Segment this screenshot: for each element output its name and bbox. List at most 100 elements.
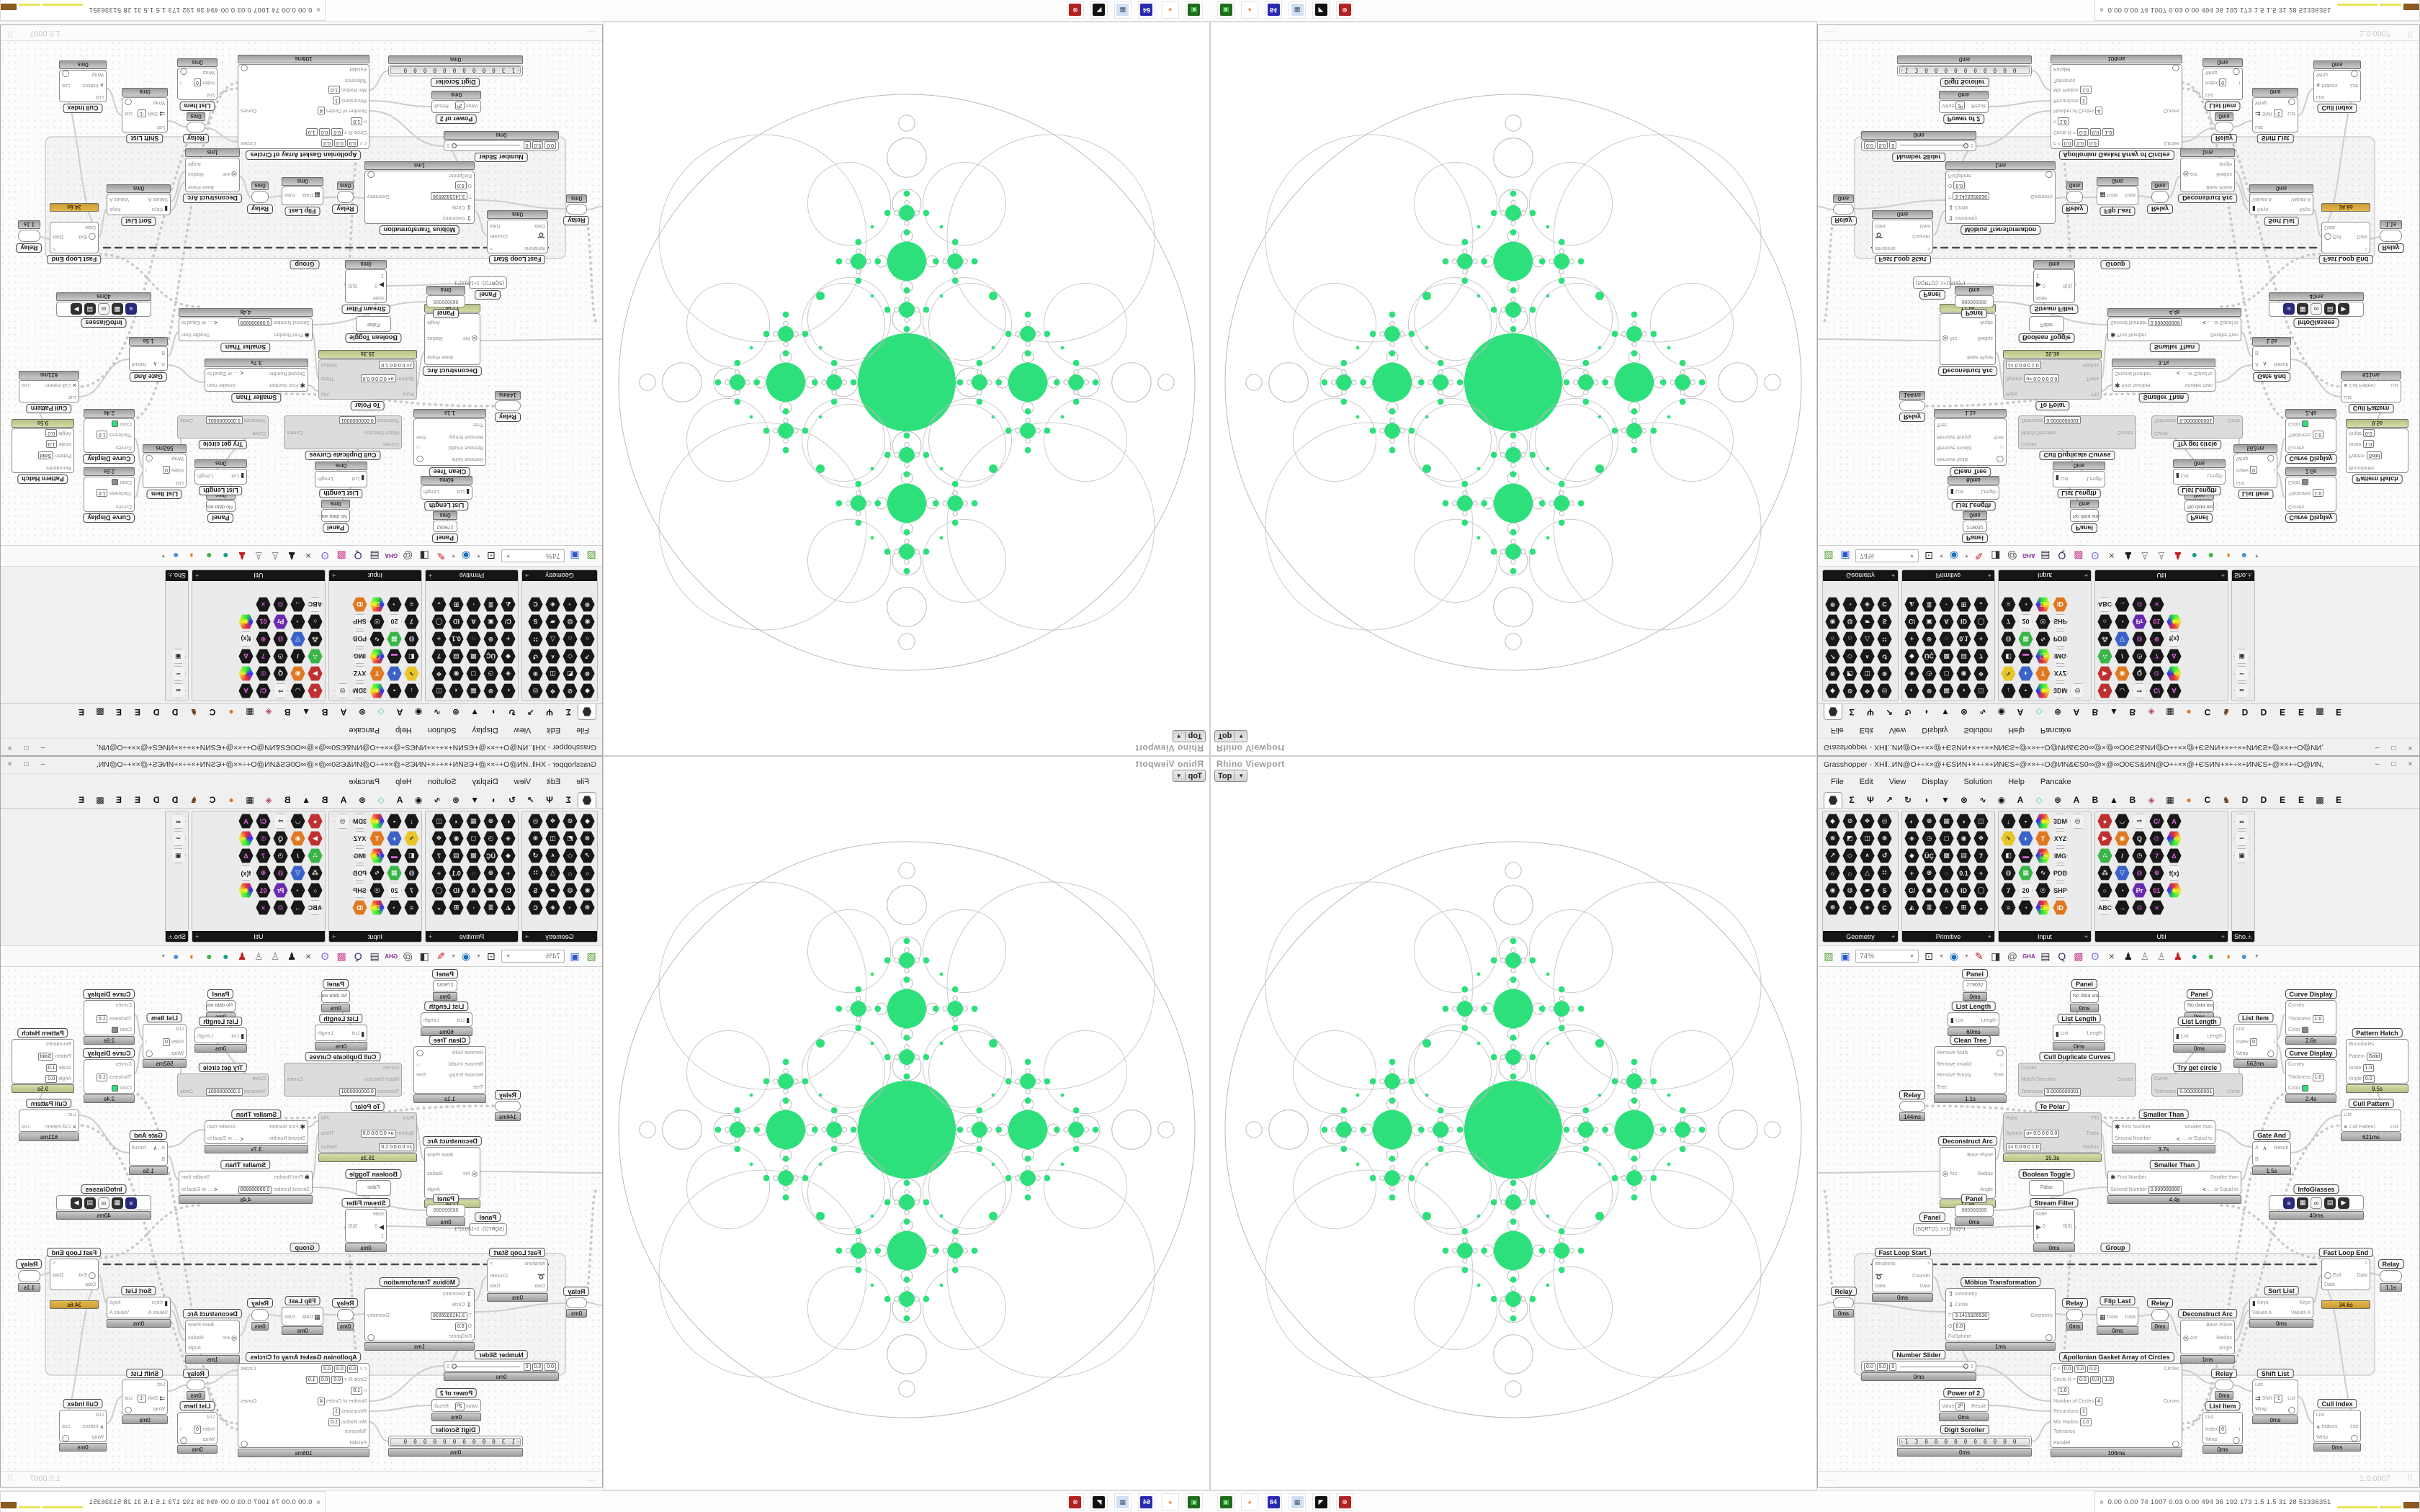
toolbar-icon[interactable]: ▨ — [1824, 550, 1834, 562]
component-icon[interactable] — [2069, 847, 2086, 864]
component-icon[interactable]: ◎ — [255, 830, 272, 847]
toolbar-icon[interactable]: GHA — [2022, 552, 2035, 559]
scroller-digits[interactable]: -1 3 0 0 0 0 0 0 0 0 0 0 — [1899, 66, 2030, 74]
gh-node[interactable]: No data wa… — [202, 1000, 236, 1012]
component-icon[interactable]: ⊕ — [2148, 631, 2165, 647]
component-icon[interactable]: ∷ — [527, 865, 544, 881]
component-icon[interactable]: 20 — [2017, 613, 2034, 630]
toolbar-icon[interactable]: ♙ — [2140, 950, 2150, 962]
gh-node[interactable]: ≡ ▦ ∞ ▤ ▶ — [2269, 1195, 2364, 1210]
component-icon[interactable]: ⊞ — [448, 596, 465, 613]
value-box[interactable]: 0 — [193, 78, 201, 87]
toolbar-icon[interactable]: ▩ — [336, 950, 346, 962]
chevron-up-icon[interactable]: » — [2097, 8, 2106, 12]
component-icon[interactable]: ◇ — [1842, 648, 1858, 665]
value-box[interactable]: 0.0 — [2076, 127, 2089, 136]
gh-node[interactable] — [2066, 1309, 2083, 1321]
ribbon-tab[interactable]: A — [2017, 795, 2024, 805]
gh-node[interactable]: No data wa… — [317, 509, 350, 522]
slider-value[interactable]: 0 — [1889, 1363, 1897, 1371]
component-icon[interactable]: ◫ — [1859, 665, 1876, 682]
component-icon[interactable]: + — [1904, 865, 1920, 881]
component-icon[interactable]: ◍ — [1842, 882, 1858, 899]
component-icon[interactable] — [2069, 613, 2086, 630]
component-icon[interactable]: Pr — [2131, 613, 2148, 630]
component-icon[interactable]: ◯ — [2035, 847, 2051, 864]
component-icon[interactable] — [220, 683, 237, 699]
component-icon[interactable]: ◔ — [386, 596, 403, 613]
toolbar-icon[interactable]: ʘ — [321, 550, 329, 562]
component-icon[interactable]: ⊛ — [579, 899, 596, 916]
value-box[interactable]: 4 — [318, 107, 325, 115]
gh-node[interactable]: (SQRT(2): 1+1/512)^1 — [1913, 1223, 1966, 1236]
toolbar-icon[interactable]: Q — [2058, 550, 2066, 562]
gh-node[interactable]: ▦ Data Data — [2097, 186, 2138, 205]
component-icon[interactable]: ▥ — [2035, 596, 2051, 613]
palette-expand-icon[interactable]: + — [195, 572, 200, 580]
toolbar-icon[interactable]: ♟ — [287, 950, 297, 962]
toolbar-icon[interactable]: × — [2108, 550, 2115, 562]
gh-node[interactable]: ✱ First Number Smaller than Second Number 0.… — [179, 1171, 313, 1194]
component-icon[interactable]: ◧ — [2000, 648, 2017, 665]
component-icon[interactable]: ◯ — [431, 882, 447, 899]
component-icon[interactable]: ▽ — [290, 865, 306, 881]
ribbon-tab[interactable]: E — [116, 795, 122, 805]
gh-node[interactable]: ≡ ▦ ∞ ▤ ▶ — [56, 1195, 151, 1210]
component-icon[interactable]: ◉ — [448, 665, 465, 682]
component-icon[interactable]: ◷ — [272, 648, 289, 665]
component-icon[interactable]: ◧ — [2000, 847, 2017, 864]
toolbar-icon[interactable]: ▨ — [1824, 950, 1834, 962]
canvas-resize-handle[interactable]: ⠿ — [2406, 29, 2414, 37]
value-box[interactable]: 0.0 — [2089, 127, 2102, 136]
component-icon[interactable]: ○ — [307, 882, 323, 899]
value-box[interactable]: 0.0000000001 — [2044, 415, 2081, 424]
component-icon[interactable]: ▶ — [307, 665, 323, 682]
component-icon[interactable]: ◷ — [2131, 648, 2148, 665]
value-box[interactable]: 0.0 — [1953, 1322, 1966, 1331]
ribbon-tab[interactable]: Σ — [565, 707, 571, 717]
component-icon[interactable]: Pr — [272, 613, 289, 630]
component-icon[interactable]: ◉ — [448, 830, 465, 847]
ribbon-tab[interactable]: ⊗ — [1960, 795, 1968, 805]
menu-item-view[interactable]: View — [514, 778, 532, 786]
component-icon[interactable]: ◡ — [2114, 683, 2130, 699]
slider-knob[interactable] — [1963, 1364, 1969, 1369]
gh-node[interactable]: List Index 0 i Wrap ◯ — [2202, 1412, 2243, 1444]
component-icon[interactable]: ⊞ — [1955, 899, 1972, 916]
component-icon[interactable]: ◈ — [544, 596, 561, 613]
component-icon[interactable]: ▦ — [465, 683, 482, 699]
gh-node[interactable] — [566, 204, 587, 215]
chevron-down-icon[interactable]: ▼ — [476, 953, 481, 959]
ribbon-tab[interactable]: D — [153, 795, 160, 805]
component-icon[interactable]: ◫ — [1973, 813, 1989, 829]
gh-node[interactable] — [1833, 1297, 1854, 1308]
value-box[interactable]: 0 — [162, 466, 170, 474]
ribbon-tab[interactable]: ◈ — [2148, 795, 2155, 805]
component-icon[interactable]: 0.1 — [1955, 631, 1972, 647]
component-icon[interactable]: ▤ — [448, 847, 465, 864]
component-icon[interactable]: 20 — [386, 882, 403, 899]
value-box[interactable]: 1.0 — [2080, 85, 2092, 94]
gh-canvas[interactable]: Group Panel 279032 0ms List Length ▮ List Lengt… — [1818, 41, 2419, 545]
component-icon[interactable]: + — [386, 830, 403, 847]
component-icon[interactable]: ⊛ — [483, 683, 499, 699]
component-icon[interactable]: C/ — [1904, 882, 1920, 899]
gh-node[interactable]: c × 0.0 0.0 0.0 Circles Circle R × 0.0 0.0 1.0 n 1… — [2051, 64, 2182, 149]
toolbar-icon[interactable]: ʘ — [2091, 550, 2099, 562]
component-icon[interactable]: · — [1938, 899, 1955, 916]
ribbon-tab[interactable]: D — [171, 795, 179, 805]
component-icon[interactable]: IMG — [351, 847, 368, 864]
component-icon[interactable]: + — [1973, 865, 1989, 881]
component-icon[interactable]: ÜÇ — [483, 847, 499, 864]
gh-node[interactable]: List ⇉ Shift -1 List Wrap ◯ — [122, 1380, 168, 1415]
component-icon[interactable]: ⊞ — [448, 899, 465, 916]
component-icon[interactable]: ◎ — [369, 613, 385, 630]
value-box[interactable]: z× 0.0 0.0 1.0 — [379, 361, 414, 369]
gh-node[interactable]: ▮ Keys Keys Values A Values A — [107, 194, 171, 215]
component-icon[interactable]: ∷ — [1876, 631, 1893, 647]
component-icon[interactable]: ◈ — [500, 830, 516, 847]
menu-item-view[interactable]: View — [1888, 778, 1906, 786]
ribbon-tab[interactable]: ∿ — [1978, 795, 1987, 805]
component-icon[interactable] — [2069, 830, 2086, 847]
component-icon[interactable]: 0.1 — [448, 865, 465, 881]
